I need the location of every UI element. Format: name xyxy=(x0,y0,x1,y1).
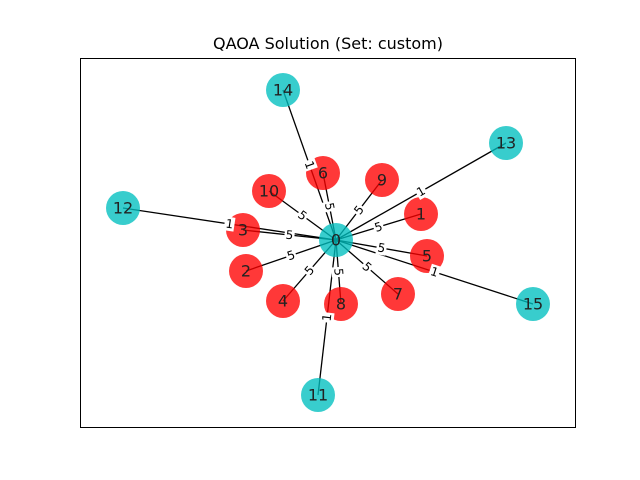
edge-weight-label: 5 xyxy=(377,240,387,255)
edge-weight-bg xyxy=(283,227,296,243)
edge-weight-label: 1 xyxy=(302,159,318,171)
node-14: 14 xyxy=(266,73,300,107)
edge-weight-label: 5 xyxy=(331,268,346,277)
edge-weight-bg xyxy=(283,247,299,264)
edge-weight-bg xyxy=(300,262,319,279)
node-label: 5 xyxy=(422,247,432,266)
edge-weight-group-0-6: 5 xyxy=(321,200,338,213)
node-label: 12 xyxy=(113,199,133,218)
edge-weight-group-0-3: 5 xyxy=(283,227,296,243)
node-label: 6 xyxy=(318,164,328,183)
edge-weight-label: 5 xyxy=(373,219,384,235)
node-circle xyxy=(365,163,399,197)
edge-weight-bg xyxy=(427,263,442,281)
node-1: 1 xyxy=(404,197,438,231)
node-2: 2 xyxy=(229,254,263,288)
node-label: 1 xyxy=(416,205,426,224)
edge-weight-bg xyxy=(319,311,335,324)
node-circle xyxy=(106,191,140,225)
edge-weight-bg xyxy=(413,182,429,201)
node-10: 10 xyxy=(252,174,286,208)
edge-weight-label: 5 xyxy=(285,228,294,243)
node-label: 2 xyxy=(241,262,251,281)
node-label: 7 xyxy=(393,285,403,304)
edge-weight-label: 1 xyxy=(320,313,335,322)
node-label: 15 xyxy=(523,295,543,314)
edge-weight-bg xyxy=(371,218,386,236)
node-circle xyxy=(516,287,550,321)
edge-weight-label: 5 xyxy=(322,201,337,211)
plot-frame xyxy=(80,58,576,428)
edge-weight-bg xyxy=(294,206,311,225)
node-label: 14 xyxy=(273,81,293,100)
node-label: 8 xyxy=(336,295,346,314)
node-9: 9 xyxy=(365,163,399,197)
node-12: 12 xyxy=(106,191,140,225)
node-circle xyxy=(381,277,415,311)
node-15: 15 xyxy=(516,287,550,321)
node-label: 10 xyxy=(259,182,279,201)
node-label: 9 xyxy=(377,171,387,190)
node-11: 11 xyxy=(301,378,335,412)
edge-weight-group-0-11: 1 xyxy=(319,311,335,324)
edge-weight-group-0-15: 1 xyxy=(427,263,442,281)
node-circle xyxy=(229,254,263,288)
node-5: 5 xyxy=(410,239,444,273)
node-circle xyxy=(324,287,358,321)
node-circle xyxy=(489,126,523,160)
edge-weight-bg xyxy=(350,201,368,219)
edge-weight-label: 5 xyxy=(285,248,297,264)
edge-weight-bg xyxy=(331,266,346,278)
node-label: 11 xyxy=(308,386,328,405)
edge-weight-group-0-2: 5 xyxy=(283,247,299,264)
edge-weight-label: 1 xyxy=(225,217,235,232)
edge-weight-bg xyxy=(223,216,236,232)
edge-weight-group-0-5: 5 xyxy=(375,240,388,256)
edge-weight-group-0-8: 5 xyxy=(331,266,346,278)
node-label: 3 xyxy=(238,221,248,240)
node-label: 13 xyxy=(496,134,516,153)
edge-weight-bg xyxy=(321,200,338,213)
node-7: 7 xyxy=(381,277,415,311)
edge-weight-bg xyxy=(358,258,376,276)
node-4: 4 xyxy=(266,284,300,318)
node-circle xyxy=(404,197,438,231)
node-circle xyxy=(266,73,300,107)
edge-weight-bg xyxy=(301,157,318,173)
node-circle xyxy=(410,239,444,273)
edge-weight-group-0-13: 1 xyxy=(413,182,429,201)
chart-title: QAOA Solution (Set: custom) xyxy=(213,34,443,53)
node-label: 4 xyxy=(278,292,288,311)
node-label: 0 xyxy=(331,231,341,250)
node-circle xyxy=(252,174,286,208)
edge-weight-group-0-1: 5 xyxy=(371,218,386,236)
node-circle xyxy=(301,378,335,412)
edge-weight-label: 1 xyxy=(429,264,441,280)
edge-weight-bg xyxy=(375,240,388,256)
node-circle xyxy=(266,284,300,318)
node-0: 0 xyxy=(319,223,353,257)
node-circle xyxy=(319,223,353,257)
edge-weight-group-0-12: 1 xyxy=(223,216,236,232)
node-13: 13 xyxy=(489,126,523,160)
node-8: 8 xyxy=(324,287,358,321)
edge-weight-group-0-14: 1 xyxy=(301,157,318,173)
